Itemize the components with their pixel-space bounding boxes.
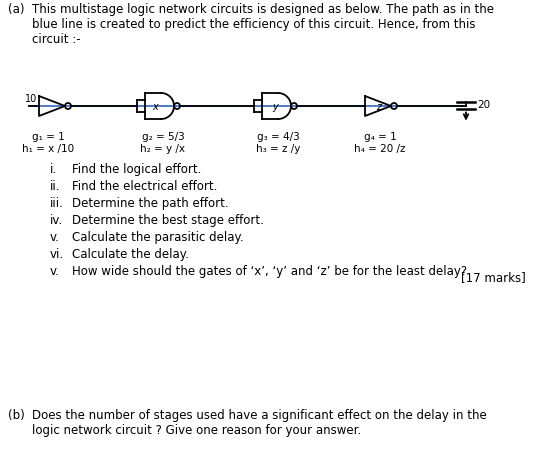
Text: How wide should the gates of ‘x’, ‘y’ and ‘z’ be for the least delay?: How wide should the gates of ‘x’, ‘y’ an… <box>72 265 467 278</box>
Text: 10: 10 <box>25 94 37 104</box>
Text: z: z <box>376 102 382 112</box>
Text: (a): (a) <box>8 3 25 16</box>
Text: v.: v. <box>50 265 60 278</box>
Text: x: x <box>152 102 158 112</box>
Text: g₁ = 1: g₁ = 1 <box>32 132 65 142</box>
Text: Determine the path effort.: Determine the path effort. <box>72 197 229 210</box>
Text: g₃ = 4/3: g₃ = 4/3 <box>257 132 300 142</box>
Text: This multistage logic network circuits is designed as below. The path as in the
: This multistage logic network circuits i… <box>32 3 494 46</box>
Text: h₁ = x /10: h₁ = x /10 <box>22 144 74 154</box>
Text: g₂ = 5/3: g₂ = 5/3 <box>142 132 184 142</box>
Text: ii.: ii. <box>50 180 60 193</box>
Text: g₄ = 1: g₄ = 1 <box>364 132 396 142</box>
Text: iv.: iv. <box>50 214 63 227</box>
Text: (b): (b) <box>8 409 25 422</box>
Text: h₄ = 20 /z: h₄ = 20 /z <box>354 144 406 154</box>
Text: Calculate the delay.: Calculate the delay. <box>72 248 189 261</box>
Text: 20: 20 <box>477 100 490 110</box>
Text: iii.: iii. <box>50 197 64 210</box>
Text: Find the electrical effort.: Find the electrical effort. <box>72 180 217 193</box>
Text: v.: v. <box>50 231 60 244</box>
Text: h₂ = y /x: h₂ = y /x <box>140 144 185 154</box>
Text: Does the number of stages used have a significant effect on the delay in the
log: Does the number of stages used have a si… <box>32 409 487 437</box>
Text: [17 marks]: [17 marks] <box>461 271 526 284</box>
Text: Calculate the parasitic delay.: Calculate the parasitic delay. <box>72 231 244 244</box>
Text: vi.: vi. <box>50 248 64 261</box>
Text: i.: i. <box>50 163 57 176</box>
Text: h₃ = z /y: h₃ = z /y <box>256 144 300 154</box>
Text: y: y <box>272 102 278 112</box>
Text: Find the logical effort.: Find the logical effort. <box>72 163 201 176</box>
Text: Determine the best stage effort.: Determine the best stage effort. <box>72 214 264 227</box>
